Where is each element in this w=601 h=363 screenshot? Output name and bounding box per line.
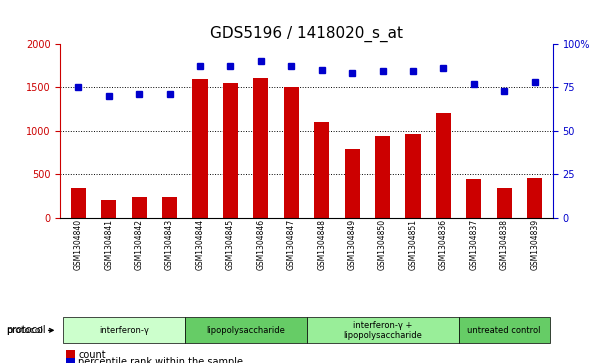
Bar — [344, 149, 360, 218]
FancyBboxPatch shape — [185, 317, 307, 343]
Bar — [132, 197, 147, 218]
Bar — [162, 197, 177, 218]
Bar — [253, 78, 269, 218]
Bar — [314, 122, 329, 218]
Bar — [466, 179, 481, 218]
Text: lipopolysaccharide: lipopolysaccharide — [206, 326, 285, 335]
Text: protocol: protocol — [6, 325, 46, 335]
Text: untreated control: untreated control — [468, 326, 541, 335]
FancyBboxPatch shape — [459, 317, 550, 343]
Text: GDS5196 / 1418020_s_at: GDS5196 / 1418020_s_at — [210, 25, 403, 42]
Text: percentile rank within the sample: percentile rank within the sample — [78, 357, 243, 363]
FancyBboxPatch shape — [63, 317, 185, 343]
Bar — [527, 178, 542, 218]
Bar — [436, 113, 451, 218]
Text: count: count — [78, 350, 106, 360]
Bar — [375, 136, 390, 218]
Bar — [496, 188, 512, 218]
FancyBboxPatch shape — [307, 317, 459, 343]
Bar — [192, 79, 207, 218]
Bar — [284, 87, 299, 218]
Bar — [223, 83, 238, 218]
Bar — [71, 188, 86, 218]
Text: interferon-γ: interferon-γ — [99, 326, 149, 335]
Bar — [101, 200, 117, 218]
Text: protocol: protocol — [6, 326, 53, 335]
Text: interferon-γ +
lipopolysaccharide: interferon-γ + lipopolysaccharide — [343, 321, 422, 340]
Bar — [406, 134, 421, 218]
